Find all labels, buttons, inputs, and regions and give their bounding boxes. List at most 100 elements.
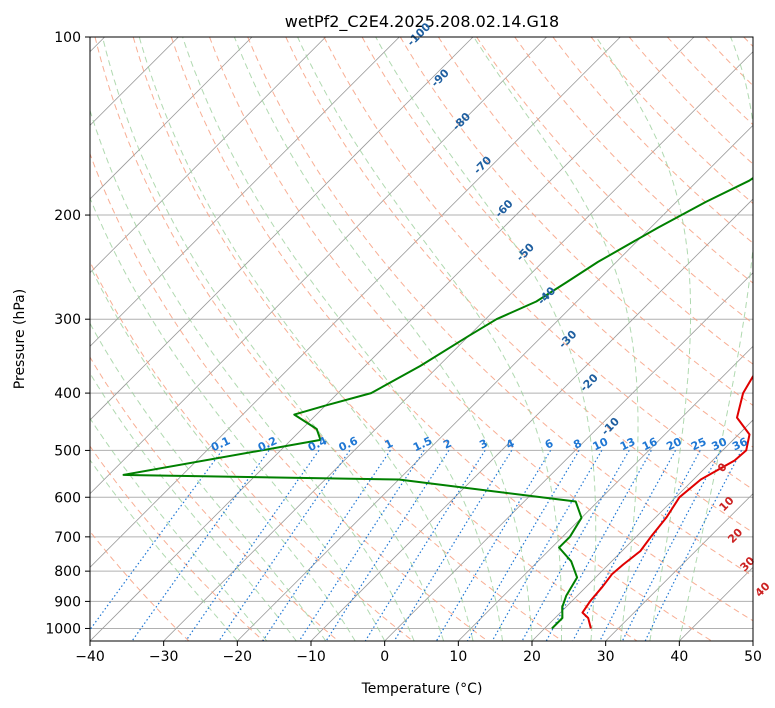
isotherm-line — [90, 37, 547, 495]
moist-adiabat — [90, 265, 356, 641]
dry-adiabat — [90, 445, 264, 641]
x-tick-label: 50 — [744, 649, 762, 665]
dry-adiabat — [90, 152, 488, 641]
dry-adiabat-label: -30 — [556, 328, 579, 351]
mixing-ratio-label: 3 — [477, 437, 489, 452]
dry-adiabat — [743, 37, 753, 48]
axes-layer: −40 −30 −20 −10 0 10 20 30 40 5010020030040050060… — [45, 30, 762, 665]
dry-adiabat — [132, 37, 638, 641]
line-label-layer: 0.1 0.2 0.4 0.6 1 1.5 2 3 4 6 8 10 13 16 20 25 30 36-100-… — [209, 20, 773, 600]
mixing-ratio-line — [644, 450, 743, 641]
dry-adiabat — [552, 37, 753, 244]
x-tick-label: 20 — [523, 649, 541, 665]
isotherm-line — [531, 419, 753, 641]
dry-adiabat-label: 40 — [753, 579, 773, 599]
isotherm-line — [384, 272, 753, 641]
dry-adiabat-label: -20 — [578, 371, 601, 394]
y-tick-label: 900 — [54, 594, 81, 610]
dry-adiabat — [209, 37, 753, 622]
dry-adiabat — [285, 37, 753, 534]
mixing-ratio-label: 13 — [618, 435, 637, 453]
dry-adiabat-label: 20 — [725, 526, 745, 546]
y-tick-label: 600 — [54, 490, 81, 506]
moist-adiabat — [473, 37, 639, 641]
y-axis-label: Pressure (hPa) — [12, 289, 28, 389]
dry-adiabat — [476, 37, 753, 325]
mixing-ratio-line — [621, 450, 722, 641]
dry-adiabat — [90, 356, 339, 641]
y-tick-label: 300 — [54, 312, 81, 328]
chart-title: wetPf2_C2E4.2025.208.02.14.G18 — [285, 12, 559, 32]
mixing-ratio-line — [435, 450, 552, 641]
mixing-ratio-line — [131, 450, 270, 641]
mixing-ratio-label: 20 — [664, 435, 684, 453]
mixing-ratio-line — [90, 450, 223, 631]
y-tick-label: 700 — [54, 530, 81, 546]
mixing-ratio-line — [521, 450, 630, 641]
moist-adiabat — [90, 108, 415, 641]
mixing-ratio-line — [185, 450, 320, 641]
mixing-ratio-label: 0.6 — [337, 434, 360, 454]
moist-adiabat — [375, 37, 597, 641]
dry-adiabat-label: -40 — [535, 284, 558, 307]
isotherm-line — [90, 37, 253, 200]
isotherm-line — [605, 493, 753, 641]
dry-adiabat — [667, 37, 753, 126]
isotherm-line — [90, 37, 695, 641]
mixing-ratio-line — [262, 450, 391, 641]
isotherm-line — [458, 345, 753, 641]
dry-adiabat-label: -90 — [429, 66, 452, 89]
mixing-ratio-label: 1 — [383, 437, 395, 452]
dry-adiabat — [247, 37, 753, 577]
moist-adiabat — [138, 37, 474, 641]
plot-frame — [89, 36, 754, 642]
y-tick-label: 100 — [54, 30, 81, 46]
mixing-ratio-line — [491, 450, 603, 641]
mixing-ratio-label: 0.4 — [306, 434, 329, 454]
moist-adiabat — [233, 37, 533, 641]
isotherm-line — [752, 640, 753, 641]
mixing-ratio-label: 36 — [730, 435, 750, 453]
isotherm-line — [90, 37, 621, 568]
mixing-ratio-line — [545, 450, 652, 641]
x-tick-label: −10 — [296, 649, 326, 665]
x-tick-label: 30 — [597, 649, 615, 665]
moist-adiabat — [90, 196, 386, 641]
dewpoint-profile — [122, 176, 753, 630]
moist-adiabat — [90, 417, 268, 641]
x-tick-label: 40 — [670, 649, 688, 665]
y-tick-label: 800 — [54, 564, 81, 580]
dry-adiabat — [94, 37, 563, 641]
mixing-ratio-label: 6 — [543, 437, 556, 452]
isotherm-line — [90, 37, 326, 274]
mixing-ratio-line — [364, 450, 486, 641]
mixing-ratio-line — [572, 450, 677, 641]
mixing-ratio-label: 10 — [591, 435, 611, 453]
y-tick-label: 500 — [54, 443, 81, 459]
dry-adiabat — [705, 37, 753, 87]
moist-adiabat — [297, 37, 563, 641]
mixing-ratio-line — [599, 450, 701, 641]
dry-adiabat-label: -10 — [599, 415, 622, 438]
isotherm-line — [90, 37, 474, 421]
x-axis-label: Temperature (°C) — [361, 681, 483, 697]
mixing-ratio-label: 25 — [689, 435, 708, 453]
dry-adiabat-label: -60 — [492, 197, 515, 220]
isotherm-line — [90, 37, 400, 347]
mixing-ratio-label: 1.5 — [411, 434, 434, 454]
moist-adiabat — [595, 37, 692, 641]
moist-adiabat — [90, 322, 327, 641]
mixing-ratio-label: 0.1 — [209, 434, 232, 454]
x-tick-label: −40 — [75, 649, 105, 665]
mixing-ratio-line — [218, 450, 351, 641]
mixing-ratio-label: 16 — [640, 435, 660, 453]
dry-adiabat — [590, 37, 753, 205]
isotherm-line — [679, 566, 753, 641]
y-tick-label: 1000 — [45, 621, 81, 637]
dry-adiabat-label: -70 — [471, 153, 494, 176]
dry-adiabat — [437, 37, 753, 365]
y-tick-label: 400 — [54, 386, 81, 402]
isotherm-line — [163, 51, 753, 641]
series-layer — [122, 176, 753, 630]
